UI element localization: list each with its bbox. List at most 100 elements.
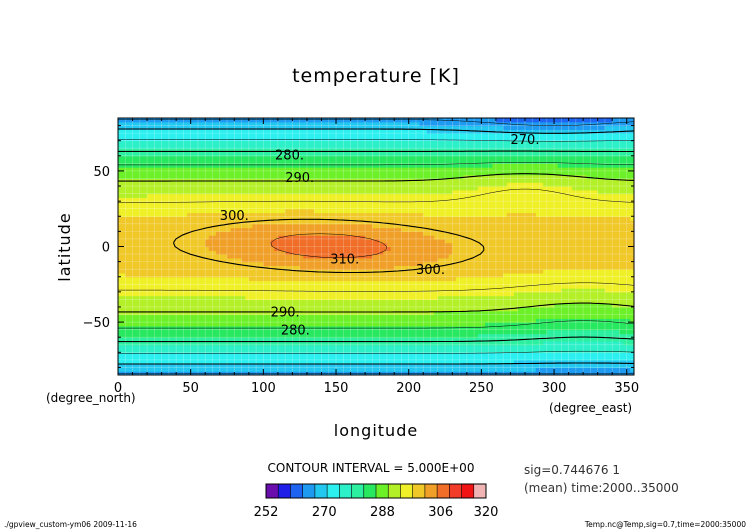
field-cell: [256, 318, 261, 323]
field-cell: [368, 148, 373, 153]
field-cell: [241, 231, 246, 236]
field-cell: [234, 337, 239, 342]
field-cell: [143, 299, 148, 304]
field-cell: [321, 238, 326, 244]
field-cell: [176, 348, 181, 353]
field-cell: [128, 291, 134, 297]
field-cell: [372, 291, 377, 297]
field-cell: [139, 261, 145, 266]
field-cell: [121, 242, 126, 248]
field-cell: [179, 310, 184, 316]
field-cell: [128, 155, 134, 161]
field-cell: [376, 272, 381, 278]
field-cell: [299, 261, 304, 266]
field-cell: [285, 371, 290, 375]
field-cell: [325, 269, 330, 274]
field-cell: [136, 295, 141, 301]
field-cell: [343, 284, 348, 289]
field-cell: [277, 356, 283, 361]
field-cell: [310, 303, 315, 308]
field-cell: [314, 235, 319, 240]
field-cell: [241, 295, 246, 301]
field-cell: [201, 371, 206, 375]
field-cell: [270, 257, 275, 263]
field-cell: [234, 140, 239, 146]
field-cell: [263, 220, 268, 225]
field-cell: [270, 216, 275, 221]
field-cell: [350, 246, 355, 251]
field-cell: [256, 159, 261, 164]
field-cell: [212, 208, 217, 214]
field-cell: [172, 284, 177, 289]
field-cell: [161, 159, 166, 164]
field-cell: [336, 276, 341, 282]
field-cell: [219, 272, 224, 278]
field-cell: [285, 246, 290, 251]
field-cell: [288, 186, 294, 191]
field-cell: [281, 265, 286, 270]
field-cell: [365, 348, 370, 353]
field-cell: [201, 121, 206, 127]
field-cell: [292, 197, 297, 202]
field-cell: [252, 220, 257, 225]
field-cell: [346, 272, 352, 278]
field-cell: [328, 235, 333, 240]
field-cell: [325, 220, 330, 225]
field-cell: [336, 144, 341, 149]
field-cell: [277, 359, 283, 365]
field-cell: [332, 242, 337, 248]
field-cell: [274, 231, 279, 236]
field-cell: [205, 155, 210, 161]
field-cell: [179, 242, 184, 248]
field-cell: [292, 170, 297, 176]
field-cell: [314, 201, 319, 206]
field-cell: [354, 208, 359, 214]
field-cell: [212, 170, 217, 176]
field-cell: [332, 299, 337, 304]
field-cell: [241, 182, 246, 187]
field-cell: [154, 216, 159, 221]
field-cell: [252, 133, 257, 138]
field-cell: [245, 340, 250, 346]
field-cell: [139, 314, 145, 319]
field-cell: [237, 133, 243, 138]
field-cell: [299, 167, 304, 172]
field-cell: [147, 197, 152, 202]
field-cell: [274, 299, 279, 304]
field-cell: [372, 140, 377, 146]
field-cell: [136, 356, 141, 361]
field-cell: [376, 189, 381, 195]
field-cell: [306, 159, 312, 164]
field-cell: [306, 291, 312, 297]
field-cell: [219, 329, 224, 335]
field-cell: [143, 284, 148, 289]
field-cell: [376, 291, 381, 297]
field-cell: [339, 174, 344, 180]
field-cell: [252, 159, 257, 164]
field-cell: [321, 118, 326, 123]
field-cell: [346, 295, 352, 301]
field-cell: [241, 235, 246, 240]
field-cell: [365, 310, 370, 316]
field-cell: [303, 250, 308, 255]
field-cell: [227, 118, 232, 123]
field-cell: [325, 238, 330, 244]
field-cell: [172, 189, 177, 195]
field-cell: [372, 265, 377, 270]
field-cell: [332, 272, 337, 278]
field-cell: [187, 189, 192, 195]
field-cell: [212, 231, 217, 236]
field-cell: [245, 163, 250, 168]
field-cell: [150, 227, 155, 232]
field-cell: [365, 276, 370, 282]
field-cell: [139, 235, 145, 240]
field-cell: [332, 136, 337, 142]
field-cell: [314, 340, 319, 346]
field-cell: [201, 367, 206, 372]
field-cell: [354, 340, 359, 346]
field-cell: [376, 118, 381, 123]
field-cell: [234, 272, 239, 278]
field-cell: [259, 212, 264, 217]
field-cell: [350, 254, 355, 259]
field-cell: [346, 201, 352, 206]
